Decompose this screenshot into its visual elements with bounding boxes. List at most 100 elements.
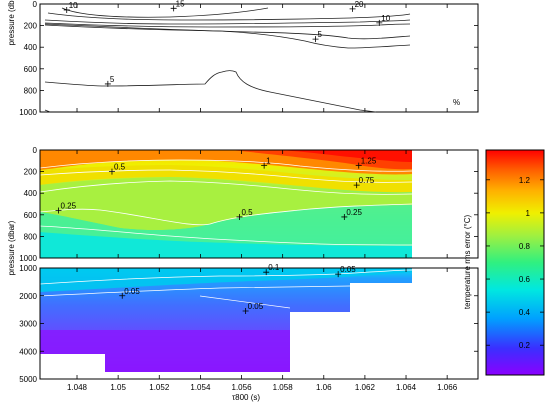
- top-panel: 0 200 400 600 800 1000 10 15 20 10 5 5 pressure (d…: [7, 0, 479, 117]
- contour-marker: [242, 308, 249, 315]
- y-tick-label: 1000: [19, 108, 37, 117]
- y-tick-label: 800: [24, 232, 38, 241]
- contour-marker: [335, 271, 342, 278]
- contour-label: 1: [266, 157, 271, 166]
- middle-panel-frame: [39, 149, 479, 259]
- contour-line: [40, 269, 413, 285]
- y-tick-label: 800: [24, 86, 38, 95]
- middle-heatmap-peak: [280, 150, 412, 162]
- contour-line: [40, 169, 413, 183]
- contour-line: [44, 23, 411, 40]
- top-panel-frame: [39, 3, 479, 113]
- contour-label: 10: [381, 14, 390, 23]
- bottom-x-axis: 1.048 1.05 1.052 1.054 1.056 1.058 1.06 1.062 1.…: [67, 268, 458, 392]
- middle-heatmap-warm-band: [40, 165, 412, 193]
- y-tick-label: 200: [24, 22, 38, 31]
- y-tick-label: 200: [24, 168, 38, 177]
- middle-heatmap-cold-band: [40, 232, 412, 258]
- contour-line: [40, 159, 413, 172]
- x-tick-label: 1.052: [149, 383, 170, 392]
- x-tick-label: 1.054: [190, 383, 211, 392]
- y-tick-label: 2000: [19, 292, 37, 301]
- colorbar-tick-label: 0.8: [519, 242, 531, 251]
- contour-label: 10: [69, 1, 78, 10]
- contour-marker: [312, 36, 319, 43]
- top-contour-labels: 10 15 20 10 5 5: [63, 0, 391, 87]
- colorbar-tick-label: 0.6: [519, 275, 531, 284]
- x-tick-label: 1.05: [110, 383, 126, 392]
- contour-label: 0.05: [248, 302, 264, 311]
- contour-label: 0.75: [359, 176, 375, 185]
- contour-marker: [170, 5, 177, 12]
- middle-contour-lines: [40, 159, 413, 246]
- contour-line: [40, 180, 413, 195]
- y-tick-label: 1000: [19, 254, 37, 263]
- y-tick-label: 0: [33, 0, 38, 9]
- contour-marker: [353, 182, 360, 189]
- lower-y-axis-label: pressure (dbar): [7, 220, 16, 275]
- top-y-axis-label: pressure (dbar): [7, 0, 16, 45]
- bottom-y-axis: 1000 2000 3000 4000 5000: [19, 264, 478, 384]
- contour-marker: [55, 207, 62, 214]
- contour-line: [40, 203, 413, 226]
- contour-line: [44, 70, 377, 113]
- bottom-heatmap: [40, 268, 412, 372]
- top-y-axis: 0 200 400 600 800 1000: [19, 0, 478, 117]
- x-tick-label: 1.064: [396, 383, 417, 392]
- contour-line: [61, 7, 269, 18]
- y-tick-label: 0: [33, 146, 38, 155]
- contour-marker: [341, 213, 348, 220]
- y-tick-label: 5000: [19, 375, 37, 384]
- contour-marker: [63, 6, 70, 13]
- y-tick-label: 4000: [19, 347, 37, 356]
- contour-line: [44, 24, 411, 49]
- contour-line: [40, 225, 413, 246]
- x-tick-label: 1.048: [67, 383, 88, 392]
- y-tick-label: 1000: [19, 264, 37, 273]
- contour-label: 0.05: [340, 265, 356, 274]
- contour-label: 0.5: [241, 208, 253, 217]
- x-tick-label: 1.056: [232, 383, 253, 392]
- colorbar-tick-label: 0.4: [519, 308, 531, 317]
- y-tick-label: 600: [24, 65, 38, 74]
- contour-line: [44, 22, 411, 28]
- middle-heatmap-mid-band: [40, 177, 412, 231]
- contour-label: 0.25: [61, 201, 77, 210]
- contour-marker: [108, 168, 115, 175]
- contour-label: 5: [110, 75, 115, 84]
- contour-marker: [236, 213, 243, 220]
- top-x-ticks: [76, 4, 448, 112]
- colorbar-label: temperature rms error (°C): [463, 215, 472, 310]
- middle-y-axis: 0 200 400 600 800 1000: [19, 146, 478, 263]
- contour-line: [47, 12, 411, 21]
- contour-line: [44, 109, 51, 113]
- colorbar: 0.2 0.4 0.6 0.8 1 1.2 temperature rms error (…: [463, 149, 545, 376]
- x-tick-label: 1.066: [437, 383, 458, 392]
- x-tick-label: 1.062: [355, 383, 376, 392]
- contour-label: 0.05: [124, 287, 140, 296]
- contour-line: [40, 285, 351, 297]
- contour-marker: [119, 292, 126, 299]
- contour-label: 0.25: [346, 208, 362, 217]
- middle-contour-labels: 1 1.25 0.5 0.75 0.25 0.5 0.25: [55, 157, 377, 220]
- contour-label: 15: [176, 0, 185, 8]
- contour-label: 0.5: [114, 163, 126, 172]
- middle-panel: 0 200 400 600 800 1000 1 1.25 0.5 0.75 0.25 0.5 0.2…: [19, 146, 479, 263]
- contour-line: [199, 295, 291, 309]
- bottom-contour-lines: [40, 269, 413, 309]
- contour-label: 0.1: [268, 263, 280, 272]
- middle-x-ticks: [76, 150, 448, 258]
- contour-marker: [263, 269, 270, 276]
- top-contour-lines: [44, 7, 411, 113]
- colorbar-tick-label: 0.2: [519, 341, 531, 350]
- contour-marker: [349, 5, 356, 12]
- contour-marker: [376, 19, 383, 26]
- bottom-heatmap-top-band: [40, 268, 412, 292]
- y-tick-label: 400: [24, 43, 38, 52]
- contour-label: 5: [318, 30, 323, 39]
- colorbar-tick-label: 1.2: [519, 176, 531, 185]
- percent-unit-label: %: [453, 98, 460, 107]
- contour-marker: [104, 80, 111, 87]
- colorbar-ticks: 0.2 0.4 0.6 0.8 1 1.2: [486, 176, 544, 350]
